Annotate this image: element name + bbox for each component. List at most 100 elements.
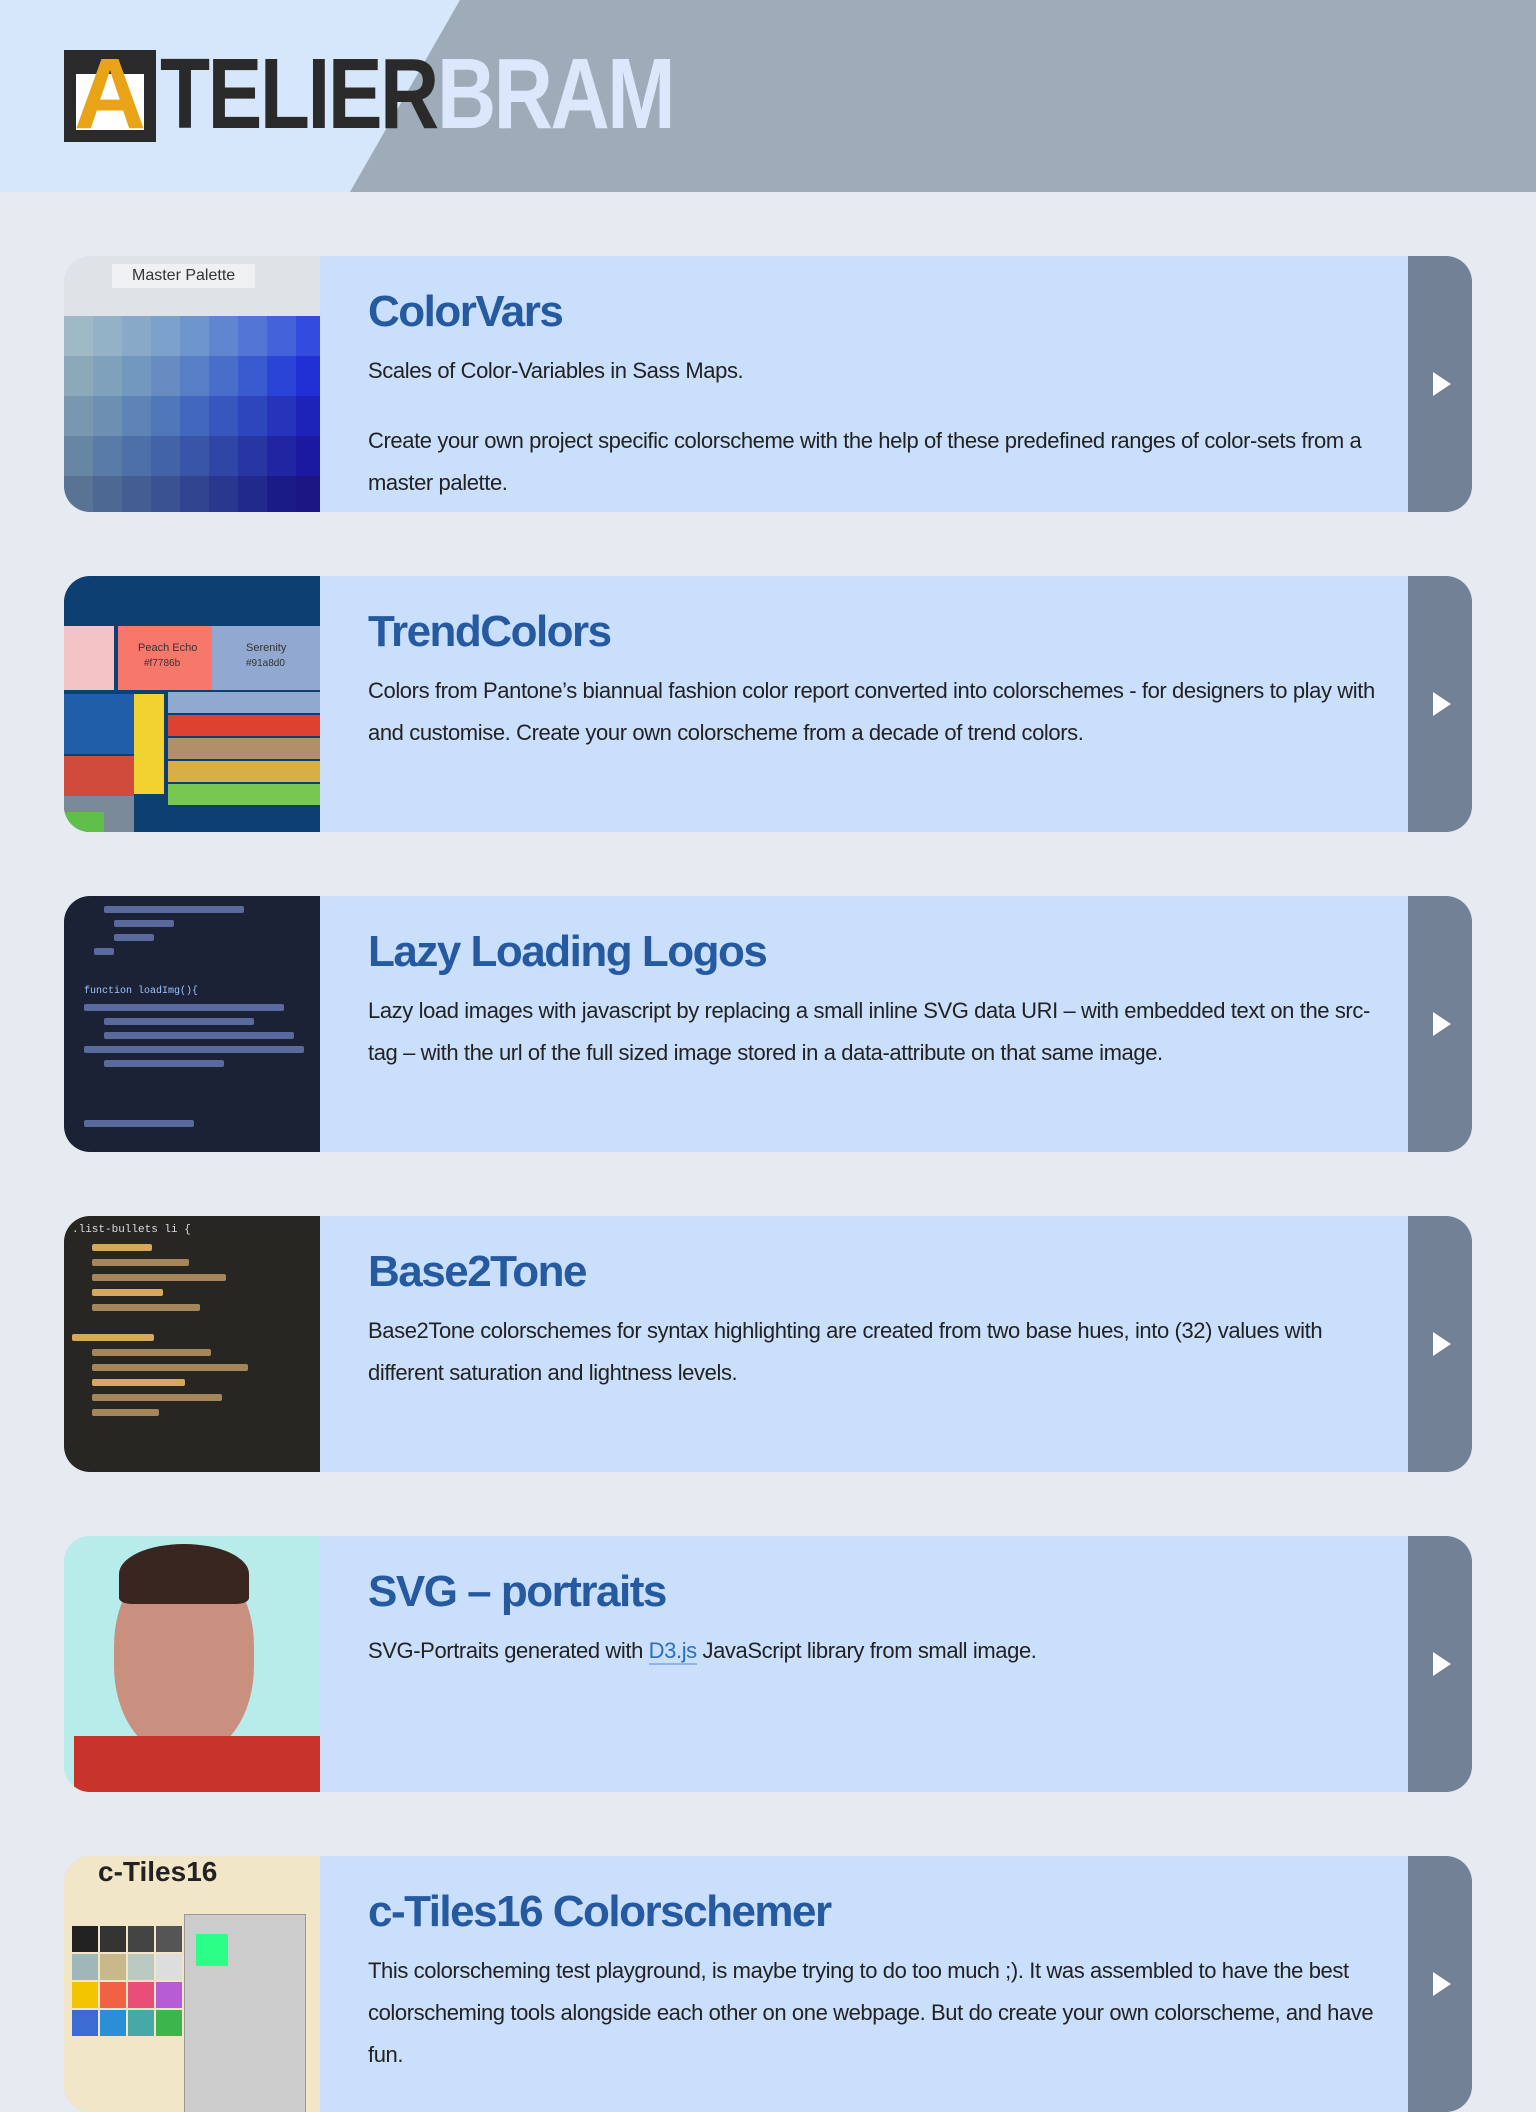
card-arrow[interactable] bbox=[1408, 1856, 1472, 2112]
project-card[interactable]: c-Tiles16 c-Tiles16 Colorschemer This colo… bbox=[64, 1856, 1472, 2112]
project-card[interactable]: function loadImg(){Lazy Loading Logos Laz… bbox=[64, 896, 1472, 1152]
card-arrow[interactable] bbox=[1408, 1536, 1472, 1792]
swatch bbox=[209, 356, 238, 396]
card-content: Lazy Loading Logos Lazy load images with … bbox=[368, 922, 1378, 1102]
swatch bbox=[72, 1926, 98, 1952]
thumbnail: Peach Echo #f7786b Serenity #91a8d0 bbox=[64, 576, 320, 832]
swatch bbox=[151, 396, 180, 436]
card-text: Scales of Color-Variables in Sass Maps. bbox=[368, 358, 744, 383]
code-line bbox=[104, 1018, 254, 1025]
swatch bbox=[118, 626, 218, 690]
code-line bbox=[104, 1060, 224, 1067]
code-line bbox=[104, 1032, 294, 1039]
swatch bbox=[267, 396, 296, 436]
code-line bbox=[92, 1364, 248, 1371]
card-title: Lazy Loading Logos bbox=[368, 927, 768, 976]
swatch bbox=[238, 436, 267, 476]
header-shape bbox=[350, 0, 1536, 192]
swatch bbox=[128, 2010, 154, 2036]
project-card[interactable]: SVG – portraits SVG-Portraits generated w… bbox=[64, 1536, 1472, 1792]
project-card[interactable]: Master Palette ColorVars Scales of Color-V… bbox=[64, 256, 1472, 512]
code-line bbox=[94, 948, 114, 955]
thumb-label: c-Tiles16 bbox=[98, 1856, 218, 1887]
swatch bbox=[122, 476, 151, 512]
swatch bbox=[238, 316, 267, 356]
thumb-label: Serenity bbox=[246, 642, 287, 654]
link[interactable]: D3.js bbox=[648, 1638, 697, 1665]
swatch bbox=[64, 316, 93, 356]
swatch bbox=[209, 436, 238, 476]
swatch bbox=[151, 476, 180, 512]
swatch bbox=[93, 316, 122, 356]
card-content: Base2Tone Base2Tone colorschemes for synt… bbox=[368, 1242, 1378, 1422]
card-arrow[interactable] bbox=[1408, 576, 1472, 832]
swatch bbox=[151, 436, 180, 476]
card-arrow[interactable] bbox=[1408, 896, 1472, 1152]
swatch bbox=[168, 738, 320, 759]
thumb-label: #f7786b bbox=[144, 658, 181, 669]
logo-word: TELIER bbox=[160, 38, 439, 150]
card-content: TrendColors Colors from Pantone’s biannua… bbox=[368, 602, 1378, 782]
thumb-label: .list-bullets li { bbox=[72, 1224, 191, 1236]
card-arrow[interactable] bbox=[1408, 256, 1472, 512]
swatch bbox=[64, 436, 93, 476]
swatch bbox=[122, 356, 151, 396]
swatch bbox=[196, 1934, 228, 1966]
swatch bbox=[156, 2010, 182, 2036]
swatch bbox=[296, 436, 320, 476]
swatch bbox=[72, 2010, 98, 2036]
text: SVG-Portraits generated with bbox=[368, 1638, 649, 1663]
card-text: SVG-Portraits generated with D3.js JavaS… bbox=[368, 1630, 1378, 1672]
swatch bbox=[168, 715, 320, 736]
code-line bbox=[114, 920, 174, 927]
site-header: A TELIER BRAM bbox=[0, 0, 1536, 192]
logo[interactable]: A TELIER BRAM bbox=[64, 38, 725, 150]
card-title: SVG – portraits bbox=[368, 1567, 667, 1616]
swatch bbox=[100, 1926, 126, 1952]
swatch bbox=[156, 1954, 182, 1980]
swatch bbox=[93, 356, 122, 396]
swatch bbox=[296, 396, 320, 436]
thumb-label: function loadImg(){ bbox=[84, 986, 199, 997]
card-title: Base2Tone bbox=[368, 1247, 588, 1296]
swatch bbox=[122, 436, 151, 476]
code-line bbox=[84, 1046, 304, 1053]
text: JavaScript library from small image. bbox=[696, 1638, 1037, 1663]
code-line bbox=[92, 1304, 200, 1311]
swatch bbox=[180, 356, 209, 396]
swatch bbox=[72, 1954, 98, 1980]
swatch bbox=[100, 1954, 126, 1980]
swatch bbox=[212, 626, 320, 690]
swatch bbox=[64, 356, 93, 396]
swatch bbox=[151, 316, 180, 356]
card-title: TrendColors bbox=[368, 607, 612, 656]
card-content: c-Tiles16 Colorschemer This colorscheming… bbox=[368, 1882, 1378, 2104]
swatch bbox=[238, 356, 267, 396]
project-card[interactable]: Peach Echo #f7786b Serenity #91a8d0 TrendCol… bbox=[64, 576, 1472, 832]
code-line bbox=[92, 1349, 211, 1356]
logo-mark: A bbox=[64, 44, 156, 144]
card-text: Create your own project specific colorsc… bbox=[368, 428, 1362, 495]
code-line bbox=[92, 1244, 152, 1251]
code-line bbox=[92, 1259, 189, 1266]
swatch bbox=[64, 396, 93, 436]
swatch bbox=[180, 316, 209, 356]
thumbnail: Master Palette bbox=[64, 256, 320, 512]
thumbnail: c-Tiles16 bbox=[64, 1856, 320, 2112]
code-line bbox=[104, 906, 244, 913]
swatch bbox=[122, 396, 151, 436]
card-text: Colors from Pantone’s biannual fashion c… bbox=[368, 678, 1375, 745]
swatch bbox=[128, 1954, 154, 1980]
card-title: c-Tiles16 Colorschemer bbox=[368, 1887, 832, 1936]
project-card[interactable]: .list-bullets li { Base2Tone Base2Tone col… bbox=[64, 1216, 1472, 1472]
thumb-label: Peach Echo bbox=[138, 642, 198, 654]
swatch bbox=[209, 476, 238, 512]
swatch bbox=[238, 396, 267, 436]
card-text: Lazy load images with javascript by repl… bbox=[368, 998, 1370, 1065]
code-line bbox=[92, 1289, 163, 1296]
card-title: ColorVars bbox=[368, 287, 564, 336]
card-arrow[interactable] bbox=[1408, 1216, 1472, 1472]
swatch bbox=[156, 1982, 182, 2008]
portrait bbox=[119, 1544, 249, 1604]
